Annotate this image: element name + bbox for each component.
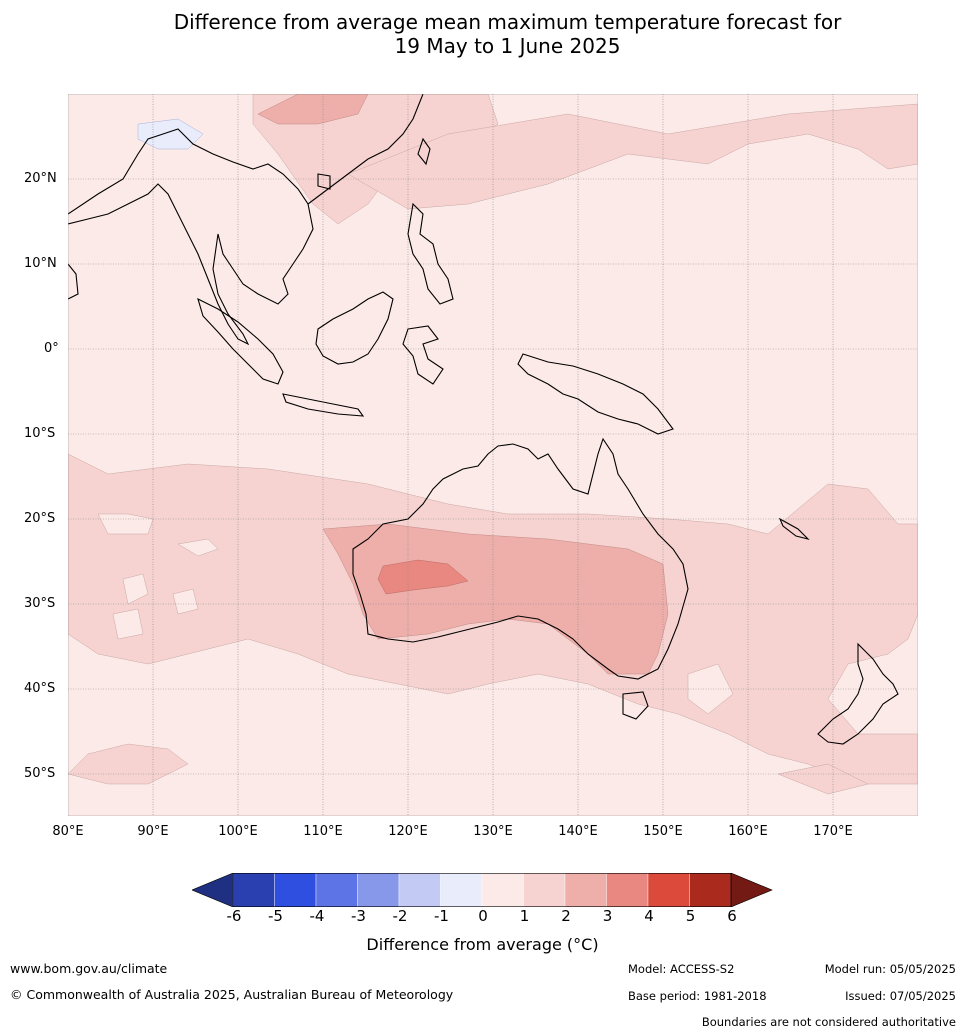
sri-lanka-coast: [68, 263, 79, 300]
boundaries-disclaimer: Boundaries are not considered authoritat…: [701, 1015, 956, 1029]
colorbar-tick: -6: [226, 907, 242, 925]
anomaly-2-3-north: [257, 94, 369, 125]
lon-label-110e: 110°E: [303, 824, 343, 839]
temperature-anomaly-map: [68, 94, 918, 816]
colorbar-tick: -5: [268, 907, 283, 925]
lon-label-140e: 140°E: [558, 824, 598, 839]
colorbar-segment: [232, 873, 275, 907]
new-caledonia-coast: [778, 517, 810, 541]
colorbar-segment: [606, 873, 649, 907]
lon-label-120e: 120°E: [388, 824, 428, 839]
lat-label-0: 0°: [44, 341, 59, 356]
colorbar-tick: 1: [519, 907, 530, 925]
colorbar-segment: [523, 873, 566, 907]
model-run-date: Model run: 05/05/2025: [824, 962, 956, 976]
lon-label-150e: 150°E: [643, 824, 683, 839]
colorbar-segment: [440, 873, 483, 907]
colorbar-segment: [315, 873, 358, 907]
copyright-text: © Commonwealth of Australia 2025, Austra…: [10, 987, 454, 1002]
colorbar-tick: 6: [727, 907, 737, 925]
lat-label-10s: 10°S: [24, 426, 56, 441]
new-guinea-coast: [517, 353, 674, 435]
colorbar-segment: [564, 873, 607, 907]
australia-coast: [352, 437, 689, 680]
tasmania-coast: [622, 691, 649, 720]
philippines-coast: [407, 202, 454, 305]
colorbar-segment: [357, 873, 400, 907]
colorbar-tick: -4: [309, 907, 325, 925]
colorbar-tick: 4: [644, 907, 654, 925]
lat-label-30s: 30°S: [24, 596, 56, 611]
colorbar-tick: 3: [602, 907, 613, 925]
china-coast: [307, 94, 424, 205]
colorbar-outline: [232, 873, 732, 907]
lon-label-170e: 170°E: [813, 824, 853, 839]
lat-label-10n: 10°N: [24, 256, 57, 271]
lon-label-160e: 160°E: [728, 824, 768, 839]
taiwan-coast: [417, 137, 431, 166]
sumatra-coast: [197, 297, 284, 385]
lon-label-100e: 100°E: [218, 824, 258, 839]
colorbar: [192, 873, 773, 907]
colorbar-segment: [481, 873, 524, 907]
colorbar-extend-high: [730, 873, 773, 907]
colorbar-segment: [274, 873, 317, 907]
borneo-coast: [315, 291, 394, 365]
colorbar-tick: -3: [351, 907, 366, 925]
anomaly-3-4-core: [377, 559, 469, 595]
lat-label-40s: 40°S: [24, 681, 56, 696]
colorbar-tick: 2: [561, 907, 571, 925]
base-period: Base period: 1981-2018: [628, 989, 767, 1003]
colorbar-segment: [689, 873, 732, 907]
title-line-1: Difference from average mean maximum tem…: [173, 10, 842, 34]
issued-date: Issued: 07/05/2025: [845, 989, 956, 1003]
colorbar-segment: [398, 873, 441, 907]
colorbar-tick: -2: [392, 907, 408, 925]
title-line-2: 19 May to 1 June 2025: [394, 34, 621, 58]
colorbar-tick: 0: [478, 907, 488, 925]
lat-label-20s: 20°S: [24, 511, 56, 526]
anomaly-neg1-0-patch: [137, 118, 204, 150]
lat-label-50s: 50°S: [24, 766, 56, 781]
hainan-coast: [317, 173, 331, 190]
new-zealand-coast: [817, 642, 899, 745]
colorbar-segment: [647, 873, 690, 907]
colorbar-tick: -1: [434, 907, 449, 925]
sulawesi-coast: [402, 325, 444, 385]
graticule: [68, 94, 918, 816]
lon-label-130e: 130°E: [473, 824, 513, 839]
colorbar-label: Difference from average (°C): [366, 935, 599, 954]
lon-label-80e: 80°E: [52, 824, 84, 839]
colorbar-extend-low: [192, 873, 234, 907]
colorbar-tick: 5: [685, 907, 696, 925]
coastlines: [68, 94, 899, 745]
asia-mainland-coast: [68, 128, 314, 346]
java-coast: [282, 393, 365, 417]
website-url: www.bom.gov.au/climate: [10, 961, 168, 976]
lon-label-90e: 90°E: [137, 824, 169, 839]
model-name: Model: ACCESS-S2: [628, 962, 735, 976]
lat-label-20n: 20°N: [24, 171, 57, 186]
map-title: Difference from average mean maximum tem…: [0, 10, 965, 58]
